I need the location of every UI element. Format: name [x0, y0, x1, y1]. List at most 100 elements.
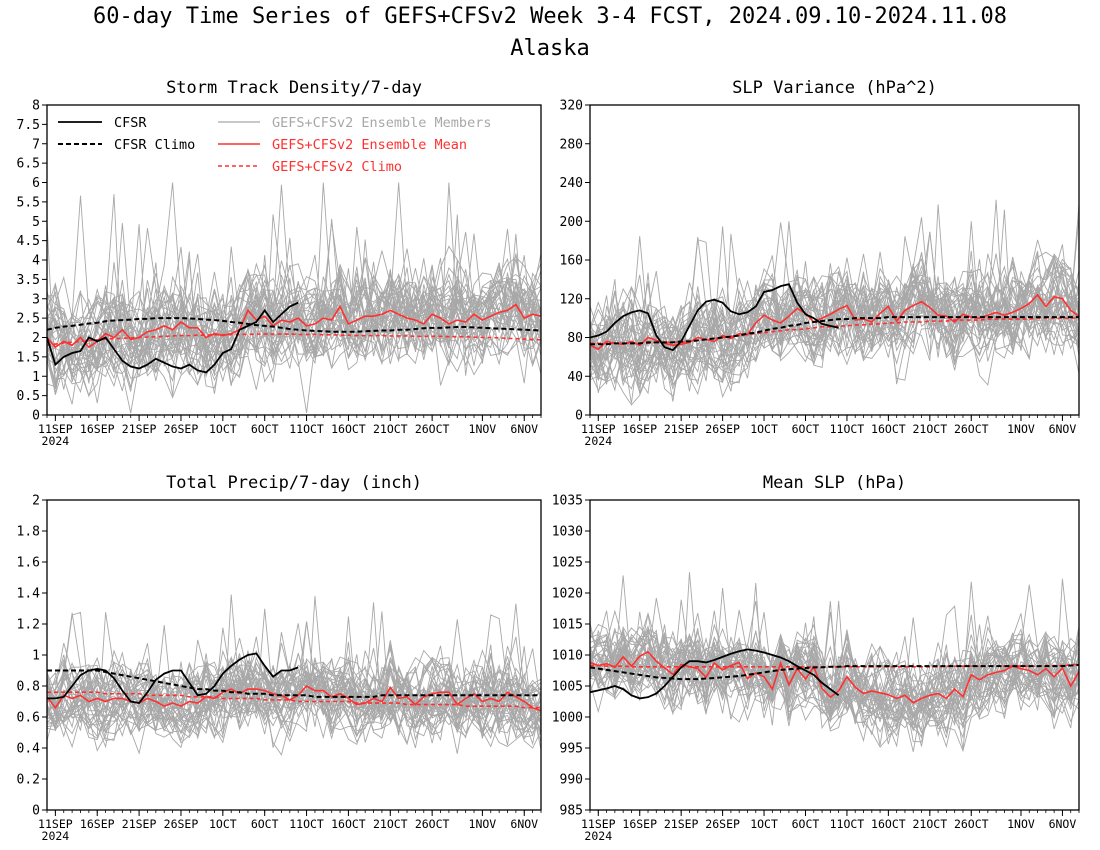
x-year-label: 2024 — [584, 434, 612, 448]
x-tick-label: 11SEP — [38, 422, 73, 436]
x-tick-label: 1NOV — [1007, 422, 1035, 436]
x-year-label: 2024 — [42, 434, 70, 448]
ensemble-members — [590, 199, 1079, 406]
x-tick-label: 6NOV — [1049, 422, 1077, 436]
y-tick-label: 5.5 — [17, 195, 40, 210]
ensemble-mean-line — [590, 650, 1079, 704]
x-tick-label: 21SEP — [122, 817, 157, 831]
x-tick-label: 21OCT — [373, 422, 408, 436]
y-tick-label: 1035 — [552, 494, 583, 509]
member-line — [47, 282, 541, 378]
panel-title: SLP Variance (hPa^2) — [732, 78, 937, 98]
x-tick-label: 11SEP — [581, 817, 616, 831]
member-line — [47, 627, 541, 741]
x-tick-label: 16OCT — [871, 422, 906, 436]
member-line — [47, 218, 541, 374]
member-line — [590, 255, 1079, 398]
legend-ens-mean-label: GEFS+CFSv2 Ensemble Mean — [272, 137, 467, 153]
ensemble-mean-line — [47, 303, 541, 349]
x-tick-label: 1OCT — [209, 422, 237, 436]
member-line — [590, 587, 1079, 723]
member-line — [47, 608, 541, 755]
x-tick-label: 6OCT — [251, 422, 279, 436]
legend: CFSR CFSR Climo GEFS+CFSv2 Ensemble Member… — [58, 115, 491, 175]
y-tick-label: 1000 — [552, 711, 583, 726]
y-tick-label: 8 — [32, 99, 40, 114]
x-tick-label: 6NOV — [1049, 817, 1077, 831]
y-tick-label: 7.5 — [17, 118, 40, 133]
y-tick-label: 6.5 — [17, 157, 40, 172]
x-year-label: 2024 — [584, 829, 612, 843]
member-line — [590, 199, 1079, 392]
panel-2: SLP Variance (hPa^2) 0 40 80 120 160 200 240 280… — [560, 78, 1080, 448]
x-tick-label: 26SEP — [705, 422, 740, 436]
panel-title: Mean SLP (hPa) — [763, 473, 906, 493]
y-tick-label: 1010 — [552, 649, 583, 664]
y-tick-label: 1025 — [552, 556, 583, 571]
y-tick-label: 120 — [560, 292, 583, 307]
x-tick-label: 26SEP — [164, 422, 199, 436]
y-tick-label: 1.4 — [17, 587, 41, 602]
y-tick-label: 320 — [560, 99, 583, 114]
y-tick-label: 4.5 — [17, 234, 40, 249]
y-tick-label: 6 — [32, 176, 40, 191]
x-tick-label: 26OCT — [954, 422, 989, 436]
x-tick-label: 21OCT — [913, 422, 948, 436]
y-tick-label: 2 — [32, 494, 40, 509]
y-tick-label: 0.2 — [17, 773, 40, 788]
x-tick-label: 6NOV — [510, 422, 538, 436]
member-line — [590, 628, 1079, 748]
y-tick-label: 0.4 — [17, 742, 41, 757]
legend-cfsr-climo-label: CFSR Climo — [114, 137, 195, 153]
cfsr-climo-line — [47, 317, 541, 333]
y-tick-label: 1.8 — [17, 525, 40, 540]
x-tick-label: 26SEP — [705, 817, 740, 831]
gefs-climo-line — [47, 333, 541, 347]
x-tick-label: 6OCT — [792, 422, 820, 436]
x-tick-label: 11SEP — [38, 817, 73, 831]
x-tick-label: 21OCT — [373, 817, 408, 831]
x-tick-label: 21SEP — [664, 817, 699, 831]
member-line — [590, 609, 1079, 737]
y-tick-label: 995 — [560, 742, 583, 757]
x-tick-label: 26OCT — [954, 817, 989, 831]
x-tick-label: 16OCT — [331, 817, 366, 831]
y-tick-label: 1015 — [552, 618, 583, 633]
y-tick-label: 280 — [560, 137, 583, 152]
panel-4: Mean SLP (hPa) 985 990 995 1000 1005 1010 1015 1… — [552, 473, 1080, 843]
y-tick-label: 1.2 — [17, 618, 40, 633]
cfsr-climo-line — [590, 316, 1079, 346]
y-tick-label: 0 — [575, 409, 583, 424]
y-tick-label: 80 — [567, 331, 583, 346]
x-tick-label: 16SEP — [80, 422, 115, 436]
x-tick-label: 21SEP — [664, 422, 699, 436]
member-line — [47, 619, 541, 743]
x-tick-label: 11OCT — [289, 817, 324, 831]
x-tick-label: 26SEP — [164, 817, 199, 831]
x-tick-label: 1OCT — [209, 817, 237, 831]
y-tick-label: 1005 — [552, 680, 583, 695]
member-line — [47, 660, 541, 730]
member-line — [590, 236, 1079, 384]
y-tick-label: 1 — [32, 370, 40, 385]
member-line — [47, 248, 541, 399]
x-tick-label: 26OCT — [415, 817, 450, 831]
x-tick-label: 6OCT — [251, 817, 279, 831]
cfsr-line — [590, 283, 839, 352]
y-tick-label: 1.5 — [17, 350, 40, 365]
y-tick-label: 1020 — [552, 587, 583, 602]
x-tick-label: 11OCT — [289, 422, 324, 436]
member-line — [590, 638, 1079, 730]
member-line — [590, 572, 1079, 725]
panel-title: Total Precip/7-day (inch) — [166, 473, 422, 493]
x-tick-label: 16OCT — [871, 817, 906, 831]
y-tick-label: 0.5 — [17, 389, 40, 404]
y-tick-label: 240 — [560, 176, 583, 191]
legend-cfsr-label: CFSR — [114, 115, 147, 131]
y-tick-label: 4 — [32, 254, 40, 269]
member-line — [47, 271, 541, 388]
x-tick-label: 1NOV — [469, 422, 497, 436]
x-tick-label: 6OCT — [792, 817, 820, 831]
y-tick-label: 1030 — [552, 525, 583, 540]
